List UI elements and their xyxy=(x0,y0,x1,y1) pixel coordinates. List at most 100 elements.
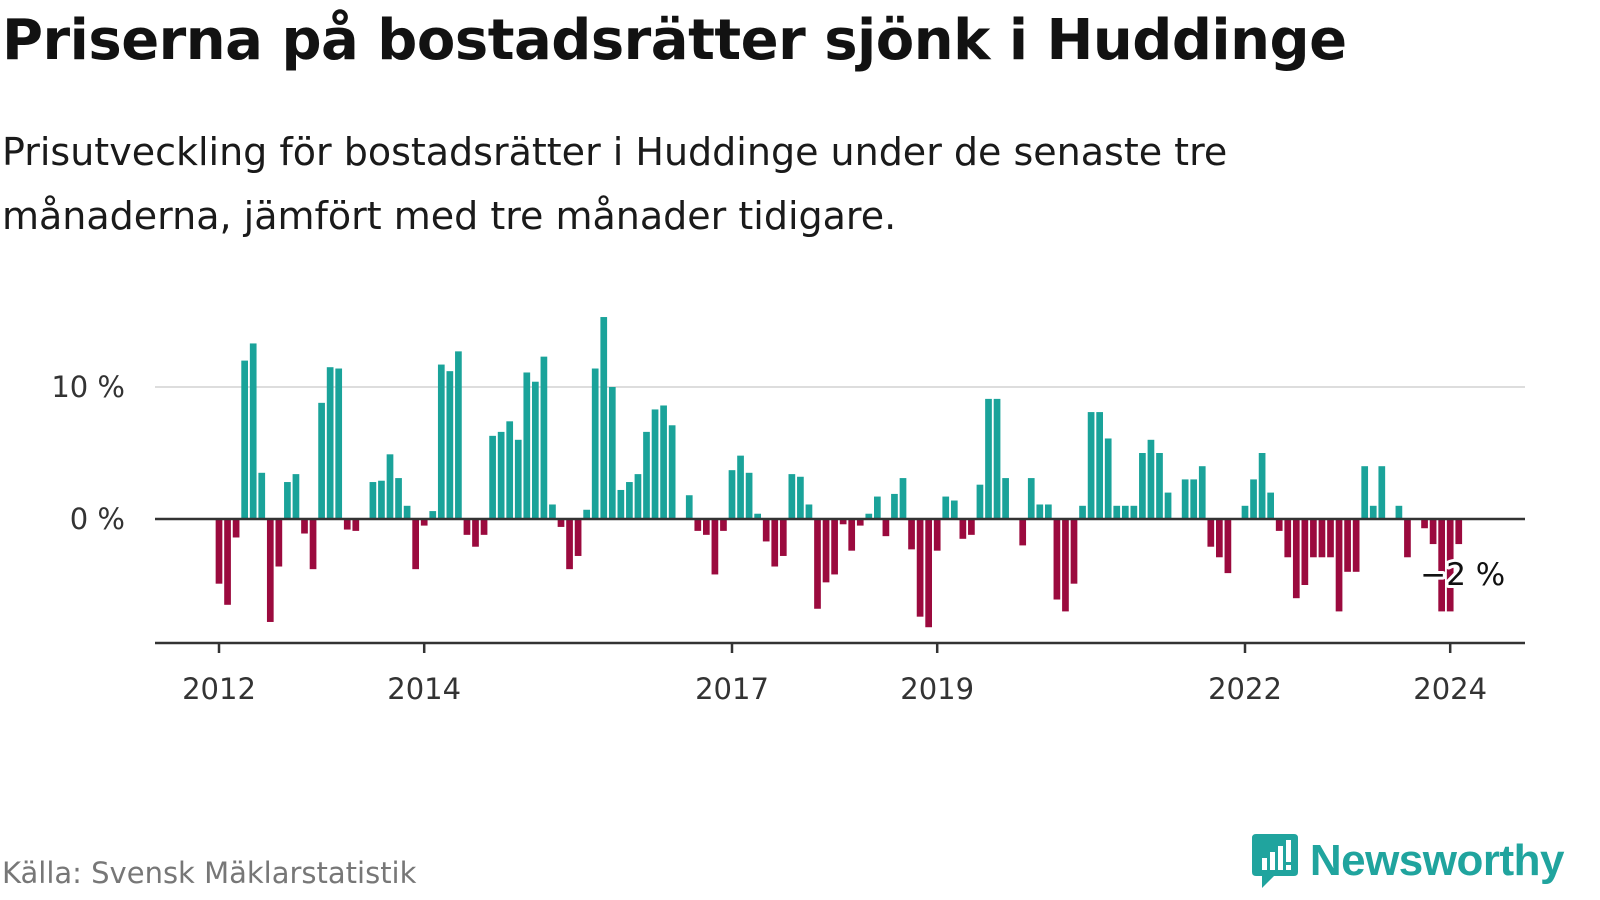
bar xyxy=(711,519,719,575)
bar xyxy=(908,519,915,550)
bar xyxy=(1395,505,1403,519)
bar xyxy=(720,519,727,531)
bar xyxy=(814,519,821,609)
bar xyxy=(608,387,616,519)
bar xyxy=(275,519,283,567)
bar xyxy=(993,398,1001,519)
bar xyxy=(754,513,761,519)
x-tick-label: 2014 xyxy=(387,672,461,706)
bar xyxy=(463,519,471,535)
bar xyxy=(284,482,291,519)
bar-chart: 0 % 10 % 2012 2014 2017 2019 2022 2024 −2 % xyxy=(51,317,1525,706)
bar xyxy=(480,519,488,535)
bar xyxy=(514,439,522,519)
bar xyxy=(326,367,334,519)
bar xyxy=(694,519,702,531)
bar xyxy=(1216,519,1223,558)
x-tick-label: 2019 xyxy=(900,672,974,706)
bar xyxy=(797,476,804,519)
bar xyxy=(1198,466,1206,519)
bar xyxy=(1104,438,1112,519)
bar xyxy=(532,381,539,519)
bar xyxy=(566,519,573,570)
bar xyxy=(1207,519,1215,547)
bar xyxy=(874,496,881,519)
labels: 0 % 10 % 2012 2014 2017 2019 2022 2024 −2 % xyxy=(51,370,1508,706)
bar xyxy=(950,500,958,519)
bar xyxy=(1369,505,1377,519)
bar xyxy=(703,519,710,535)
bar xyxy=(1121,505,1129,519)
bar xyxy=(266,519,274,622)
bar xyxy=(660,405,667,519)
bar xyxy=(1070,519,1078,584)
bar xyxy=(728,470,736,519)
x-tick-label: 2012 xyxy=(182,672,256,706)
bar xyxy=(1079,505,1086,519)
x-tick-label: 2017 xyxy=(695,672,769,706)
bar xyxy=(933,519,941,551)
bar xyxy=(1019,519,1027,546)
bar xyxy=(848,519,856,551)
bar xyxy=(1404,519,1411,558)
bar xyxy=(1087,412,1095,519)
bar xyxy=(497,431,505,519)
bar xyxy=(352,519,360,531)
bar xyxy=(583,509,590,519)
bar xyxy=(386,454,394,519)
y-tick-label: 10 % xyxy=(51,370,125,404)
bar xyxy=(506,421,514,519)
source-note: Källa: Svensk Mäklarstatistik xyxy=(2,856,417,890)
bar xyxy=(856,519,864,526)
bar xyxy=(899,478,907,519)
bar xyxy=(822,519,830,583)
bar xyxy=(437,364,445,519)
brand-name: Newsworthy xyxy=(1309,836,1565,885)
bar xyxy=(1190,479,1198,519)
bar xyxy=(762,519,770,542)
bar xyxy=(1113,505,1121,519)
bar xyxy=(788,474,796,519)
bar xyxy=(916,519,924,617)
bar xyxy=(985,398,992,519)
bar xyxy=(1250,479,1257,519)
bar xyxy=(1429,519,1437,545)
bar xyxy=(1335,519,1343,612)
bar xyxy=(412,519,419,570)
bar xyxy=(523,372,531,519)
bar xyxy=(241,360,248,519)
bar xyxy=(301,519,308,534)
newsworthy-logo-icon xyxy=(1251,834,1298,888)
bar xyxy=(215,519,223,584)
bar xyxy=(369,482,377,519)
y-tick-label: 0 % xyxy=(70,502,125,536)
bar xyxy=(1275,519,1283,531)
bar xyxy=(540,356,548,519)
latest-value-label: −2 % xyxy=(1420,557,1505,593)
bar xyxy=(557,519,565,527)
bar xyxy=(455,351,462,519)
bar xyxy=(968,519,975,535)
bar xyxy=(343,519,351,530)
bar xyxy=(882,519,890,537)
bar xyxy=(626,482,633,519)
bar xyxy=(1130,505,1138,519)
bar xyxy=(258,472,266,519)
x-tick-label: 2024 xyxy=(1413,672,1487,706)
bar xyxy=(976,484,984,519)
bar xyxy=(472,519,479,547)
bar xyxy=(1053,519,1061,600)
bar xyxy=(403,505,411,519)
bar xyxy=(737,455,744,519)
bar xyxy=(1446,519,1454,612)
bar xyxy=(1181,479,1189,519)
bar xyxy=(1352,519,1360,572)
bar xyxy=(446,371,454,519)
bar xyxy=(1258,453,1266,519)
bar xyxy=(891,493,898,519)
bar xyxy=(1002,478,1009,519)
bar xyxy=(865,513,873,519)
newsworthy-logo[interactable]: Newsworthy xyxy=(1250,832,1565,890)
bar xyxy=(1096,412,1103,519)
bar xyxy=(1438,519,1445,612)
